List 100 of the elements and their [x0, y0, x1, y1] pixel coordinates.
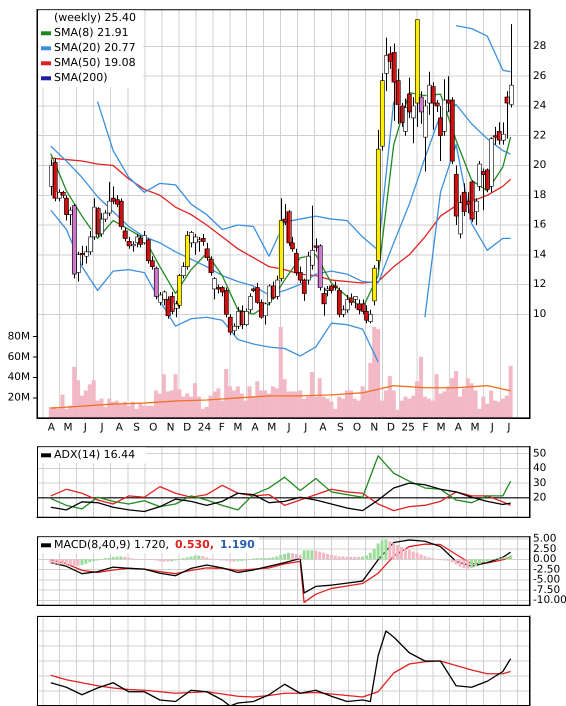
bar [376, 329, 380, 418]
bar [454, 371, 458, 418]
bar [334, 556, 337, 560]
x-tick-label: O [149, 421, 158, 434]
bar [505, 556, 508, 560]
x-tick-label: J [99, 421, 104, 434]
bar [138, 404, 142, 418]
series-label: 0.530, [175, 538, 214, 552]
bar [399, 400, 404, 418]
y-tick-label: 22 [533, 129, 546, 142]
bar [361, 556, 364, 560]
x-tick-label: M [233, 421, 242, 434]
legend-label: MACD(8,40,9) 1.720, [54, 538, 170, 552]
bar [232, 559, 236, 562]
x-tick-label: J [303, 421, 308, 434]
bar [294, 554, 298, 560]
bar [400, 547, 403, 560]
bar [190, 556, 193, 560]
bar [123, 556, 126, 560]
bar [61, 559, 64, 565]
bar [275, 556, 278, 560]
y2-tick-label: 20M [8, 392, 30, 404]
bar [489, 390, 494, 418]
bar [376, 543, 380, 560]
y-tick-label: 0.00 [533, 553, 556, 566]
y-tick-label: 20 [533, 159, 546, 172]
bar [53, 559, 56, 564]
bar [404, 548, 407, 560]
bar [49, 559, 52, 563]
y-tick-label: 16 [533, 218, 547, 231]
x-tick-label: N [166, 421, 174, 434]
legend-label: ADX(14) 16.44 [54, 448, 136, 462]
bar [201, 556, 204, 560]
x-tick-label: D [386, 421, 395, 434]
bar [318, 378, 322, 418]
bar [434, 374, 439, 418]
x-tick-label: S [336, 421, 344, 434]
y-tick-label: 30 [533, 476, 546, 489]
bar [474, 559, 478, 566]
bar [478, 559, 481, 564]
x-tick-label: J [506, 421, 511, 434]
x-tick-label: S [133, 421, 140, 434]
bar [248, 386, 252, 418]
x-tick-label: M [64, 421, 73, 434]
bar [298, 390, 302, 418]
bar [403, 396, 408, 418]
bar [126, 406, 131, 418]
bar [84, 559, 88, 564]
bar [342, 556, 345, 560]
y2-tick-label: 80M [8, 330, 30, 342]
bar [154, 390, 158, 418]
bar [279, 554, 282, 560]
bar [314, 550, 318, 560]
bar [509, 555, 512, 560]
legend-label: SMA(8) 21.91 [54, 26, 129, 40]
bar [72, 366, 76, 418]
bar [107, 398, 112, 418]
bar [338, 556, 341, 560]
y-tick-label: -10.00 [533, 594, 566, 606]
bar [412, 552, 415, 560]
bar [372, 327, 376, 418]
bar [192, 383, 198, 418]
x-tick-label: A [454, 421, 463, 434]
legend-label: SMA(20) 20.77 [54, 41, 136, 54]
y-tick-label: -2.50 [533, 563, 560, 576]
bar [380, 540, 384, 560]
x-tick-label: J [490, 421, 494, 434]
x-tick-label: M [267, 421, 276, 434]
x-tick-label: M [470, 421, 480, 434]
bar [162, 559, 166, 562]
bar [197, 556, 200, 560]
bar [76, 559, 80, 566]
bar [388, 541, 392, 560]
bar [384, 540, 388, 560]
bar [368, 552, 372, 560]
bar [450, 559, 454, 562]
candlestick [481, 168, 486, 211]
x-tick-label: A [116, 421, 124, 434]
x-tick-label: J [286, 421, 291, 434]
bar [228, 559, 232, 562]
bar [146, 406, 150, 418]
x-tick-label: F [422, 421, 428, 434]
x-tick-label: 25 [402, 421, 415, 434]
x-tick-label: A [319, 421, 328, 434]
bar [420, 554, 422, 560]
chart-title: (weekly) 25.40 [54, 11, 136, 24]
bar [322, 552, 326, 560]
bar [166, 559, 170, 562]
bar [263, 390, 268, 418]
bar [326, 554, 329, 560]
bar [116, 556, 119, 560]
y2-tick-label: 40M [8, 371, 30, 384]
bar [68, 559, 72, 566]
bar [318, 552, 322, 560]
bar [298, 554, 302, 560]
bar [283, 554, 286, 560]
bar [270, 386, 275, 418]
y-tick-label: 5.00 [533, 532, 556, 544]
y-tick-label: -5.00 [533, 574, 560, 586]
bar [80, 559, 84, 565]
